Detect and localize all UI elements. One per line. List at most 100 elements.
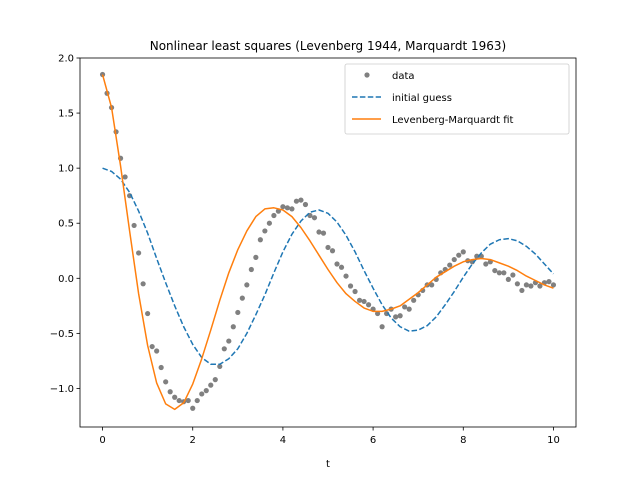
legend: data initial guess Levenberg-Marquardt f… xyxy=(344,63,570,135)
data-point xyxy=(194,397,200,404)
data-point xyxy=(402,304,408,310)
y-tick-label: 2.0 xyxy=(58,54,74,65)
data-point xyxy=(501,270,507,276)
data-point xyxy=(217,363,223,370)
data-point xyxy=(280,204,286,210)
data-point xyxy=(510,272,516,278)
data-point xyxy=(379,324,385,330)
data-point xyxy=(302,201,309,208)
data-point xyxy=(226,338,232,344)
y-tick-label: 1.0 xyxy=(58,164,74,175)
data-point xyxy=(347,283,354,289)
data-point xyxy=(248,266,254,273)
data-point xyxy=(397,313,403,319)
data-point xyxy=(257,237,263,243)
data-point xyxy=(429,282,435,288)
x-tick-label: 0 xyxy=(99,435,105,446)
x-tick-label: 4 xyxy=(280,435,286,446)
data-point xyxy=(523,282,530,288)
data-point xyxy=(140,281,146,287)
data-point xyxy=(514,281,520,287)
data-point xyxy=(266,220,272,226)
data-point xyxy=(474,253,480,259)
x-tick-label: 2 xyxy=(190,435,196,446)
data-point xyxy=(505,276,511,282)
data-point xyxy=(293,198,300,204)
data-point xyxy=(550,282,557,288)
x-tick-label: 8 xyxy=(460,435,466,446)
data-point xyxy=(492,267,498,274)
data-point xyxy=(356,297,363,303)
data-point xyxy=(343,273,349,279)
data-point xyxy=(528,283,534,289)
data-point xyxy=(334,261,340,267)
data-point xyxy=(167,389,173,395)
data-point xyxy=(456,252,462,258)
data-point xyxy=(163,379,169,385)
data-point xyxy=(212,377,218,383)
data-point xyxy=(284,205,291,211)
data-point xyxy=(546,279,552,285)
data-point xyxy=(253,254,259,260)
data-point xyxy=(230,324,236,330)
data-point xyxy=(203,388,209,394)
data-point xyxy=(190,405,196,411)
legend-label-initial-guess: initial guess xyxy=(392,93,452,104)
data-point xyxy=(158,364,164,371)
data-point xyxy=(519,287,525,294)
data-point xyxy=(361,298,367,305)
legend-item-data: data xyxy=(364,71,415,82)
data-point xyxy=(131,222,137,229)
data-point xyxy=(375,310,381,317)
x-axis: 0 2 4 6 8 10 xyxy=(99,427,560,446)
data-point xyxy=(325,244,331,251)
plot-area xyxy=(99,71,557,411)
data-point xyxy=(460,249,466,255)
data-point xyxy=(221,346,227,352)
y-tick-label: −1.0 xyxy=(50,384,74,395)
data-point xyxy=(311,215,318,221)
y-tick-label: 1.5 xyxy=(58,109,74,120)
data-point xyxy=(451,256,457,263)
y-tick-label: 0.5 xyxy=(58,219,74,230)
legend-label-data: data xyxy=(392,71,415,82)
legend-box xyxy=(344,63,570,135)
data-point xyxy=(172,394,178,400)
data-point xyxy=(176,397,182,404)
data-point xyxy=(199,391,205,397)
data-point xyxy=(496,270,502,276)
legend-item-initial-guess: initial guess xyxy=(352,93,452,104)
data-point xyxy=(329,248,336,254)
data-point xyxy=(365,302,372,308)
data-point xyxy=(393,314,399,320)
data-point xyxy=(316,229,322,235)
series-line-levenberg-marquardt-fit xyxy=(101,74,554,411)
data-point xyxy=(411,297,417,303)
data-point xyxy=(122,174,128,180)
data-point xyxy=(271,212,277,219)
data-point xyxy=(298,197,304,203)
data-point xyxy=(154,348,160,354)
x-axis-label: t xyxy=(326,459,330,470)
data-point xyxy=(239,295,245,301)
legend-marker-data xyxy=(364,72,370,78)
data-point xyxy=(447,262,453,268)
legend-label-lm-fit: Levenberg-Marquardt fit xyxy=(392,115,514,126)
data-point xyxy=(235,309,241,316)
data-point xyxy=(338,264,345,270)
x-tick-label: 10 xyxy=(547,435,560,446)
data-point xyxy=(320,230,327,236)
data-point xyxy=(352,288,358,295)
data-point xyxy=(406,306,412,312)
data-point xyxy=(262,228,268,234)
legend-item-lm-fit: Levenberg-Marquardt fit xyxy=(352,115,514,126)
data-point xyxy=(537,283,543,289)
data-point xyxy=(185,397,191,404)
data-point xyxy=(208,382,214,388)
series-line-initial-guess xyxy=(102,167,555,365)
axes-frame xyxy=(79,57,577,428)
data-point xyxy=(289,206,295,212)
data-point xyxy=(244,282,250,288)
y-tick-label: 0.0 xyxy=(58,274,74,285)
